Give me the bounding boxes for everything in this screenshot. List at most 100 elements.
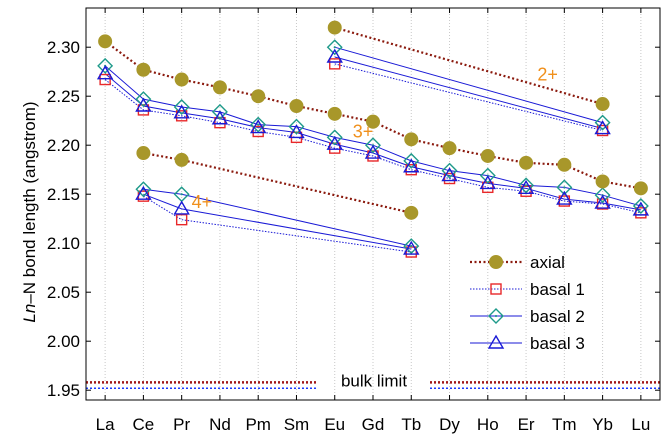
- point-axial-3plus-Ce: [136, 62, 151, 77]
- annotation-4plus: 4+: [192, 192, 213, 212]
- xtick-label-Nd: Nd: [209, 415, 231, 434]
- point-basal1-3plus-Ce: [137, 104, 150, 116]
- marker-layer: [96, 20, 650, 258]
- point-axial-3plus-Gd: [366, 114, 380, 129]
- annotation-3plus: 3+: [353, 121, 374, 141]
- point-basal3-4plus-Ce: [135, 185, 152, 200]
- point-basal2-3plus-Tm: [556, 179, 573, 196]
- point-axial-3plus-Eu: [327, 106, 342, 121]
- legend-marker-basal2-diamond: [488, 308, 504, 324]
- point-axial-2plus-Yb: [595, 97, 610, 112]
- ytick-label-4: 2.15: [47, 185, 80, 204]
- point-basal3-3plus-Dy: [441, 167, 458, 182]
- point-basal3-3plus-Gd: [364, 144, 382, 159]
- point-basal3-3plus-Pr: [173, 104, 190, 119]
- xtick-label-La: La: [96, 415, 115, 434]
- ytick-label-5: 2.20: [47, 136, 80, 155]
- xtick-label-Pr: Pr: [173, 415, 190, 434]
- point-axial-3plus-Dy: [442, 141, 457, 156]
- legend-marker-basal3: [487, 334, 505, 349]
- y-axis-label: Ln–N bond length (angstrom): [20, 101, 39, 322]
- point-basal2-3plus-Lu-dot: [639, 204, 642, 208]
- legend-label-basal2: basal 2: [530, 307, 585, 326]
- point-basal2-4plus-Ce-diamond: [135, 181, 152, 198]
- series-line-basal1-3plus: [104, 79, 641, 214]
- legend-label-basal3: basal 3: [530, 334, 585, 353]
- point-basal2-3plus-Tm-diamond: [556, 179, 573, 196]
- point-basal2-3plus-Pm: [250, 116, 267, 133]
- series-line-basal1-2plus: [334, 63, 603, 131]
- point-axial-4plus-Ce: [136, 146, 151, 161]
- legend-label-basal1: basal 1: [530, 280, 585, 299]
- point-basal3-3plus-Ce: [135, 97, 152, 112]
- point-axial-3plus-Pr: [174, 72, 189, 87]
- point-basal3-3plus-Eu: [326, 135, 343, 150]
- point-basal2-3plus-Er: [518, 177, 535, 194]
- xtick-label-Tm: Tm: [552, 415, 577, 434]
- point-axial-3plus-La: [98, 34, 113, 49]
- xtick-label-Tb: Tb: [401, 415, 421, 434]
- point-axial-3plus-Ho: [480, 148, 495, 163]
- point-basal3-2plus-Eu: [326, 48, 343, 63]
- point-basal2-3plus-Er-diamond: [518, 177, 535, 194]
- axes: 1.95 2.00 2.05 2.10 2.15 2.20 2.25 2.30 La Ce Pr Nd…: [47, 7, 661, 434]
- xtick-label-Yb: Yb: [592, 415, 613, 434]
- point-basal2-3plus-La-diamond: [97, 57, 114, 74]
- xtick-label-Ho: Ho: [477, 415, 499, 434]
- point-basal1-3plus-Nd: [214, 116, 226, 129]
- point-basal2-3plus-Nd-diamond: [211, 103, 228, 120]
- point-basal2-4plus-Tb: [403, 238, 420, 255]
- point-axial-4plus-Pr: [174, 152, 189, 167]
- xtick-label-Ce: Ce: [133, 415, 155, 434]
- point-basal2-3plus-Pm-dot: [257, 123, 260, 126]
- point-axial-3plus-Er: [519, 155, 534, 170]
- point-axial-4plus-Tb: [404, 205, 419, 220]
- xtick-label-Eu: Eu: [324, 415, 345, 434]
- legend: axial basal 1 basal 2 basal 3: [470, 253, 585, 353]
- point-basal2-2plus-Yb-diamond: [594, 114, 611, 131]
- legend-marker-basal2-dot: [494, 314, 498, 318]
- point-basal1-3plus-Pm: [252, 125, 264, 138]
- point-basal2-2plus-Eu: [326, 39, 343, 56]
- xtick-label-Pm: Pm: [245, 415, 271, 434]
- point-basal3-3plus-Yb: [594, 194, 611, 209]
- point-basal3-3plus-Ho: [479, 175, 497, 190]
- point-basal2-3plus-Tb-diamond: [403, 152, 420, 169]
- point-basal3-3plus-Sm: [288, 124, 305, 139]
- ytick-label-2: 2.05: [47, 283, 80, 302]
- legend-marker-basal2: [488, 308, 504, 324]
- point-basal2-3plus-Lu: [632, 197, 649, 214]
- point-basal2-3plus-Ce-diamond: [135, 91, 152, 108]
- point-basal2-3plus-Er-dot: [524, 184, 528, 187]
- point-basal3-4plus-Tb: [403, 240, 420, 255]
- point-basal2-3plus-Eu-diamond: [326, 129, 343, 146]
- point-basal3-3plus-Tm: [556, 190, 573, 205]
- point-basal2-3plus-Gd-diamond: [365, 137, 381, 154]
- xtick-label-Gd: Gd: [362, 415, 385, 434]
- point-basal2-2plus-Eu-dot: [333, 46, 336, 49]
- series-line-basal2-2plus: [334, 46, 603, 124]
- xtick-label-Lu: Lu: [631, 415, 650, 434]
- point-basal3-3plus-Pm: [249, 119, 267, 134]
- point-axial-3plus-Tb: [404, 132, 419, 147]
- point-basal2-4plus-Pr-dot: [180, 193, 183, 196]
- point-basal2-3plus-Sm-diamond: [288, 118, 305, 135]
- ytick-label-1: 2.00: [47, 332, 80, 351]
- annotation-2plus: 2+: [537, 65, 558, 85]
- point-axial-3plus-Lu: [633, 181, 648, 196]
- ytick-label-6: 2.25: [47, 87, 80, 106]
- point-basal2-4plus-Tb-diamond: [403, 238, 420, 255]
- point-basal3-3plus-Lu: [632, 201, 650, 216]
- point-basal3-3plus-Nd: [211, 110, 229, 125]
- series-line-axial-3plus: [104, 40, 642, 190]
- series-line-basal3-2plus: [334, 56, 603, 130]
- point-axial-3plus-Tm: [557, 157, 572, 172]
- point-axial-3plus-Yb: [595, 174, 610, 189]
- legend-label-axial: axial: [530, 253, 565, 272]
- point-axial-3plus-Pm: [251, 89, 266, 104]
- series-line-basal1-4plus: [143, 195, 412, 253]
- point-basal2-3plus-Lu-diamond: [632, 197, 649, 214]
- point-basal2-3plus-Yb-diamond: [594, 187, 611, 204]
- point-basal1-2plus-Eu: [329, 58, 341, 70]
